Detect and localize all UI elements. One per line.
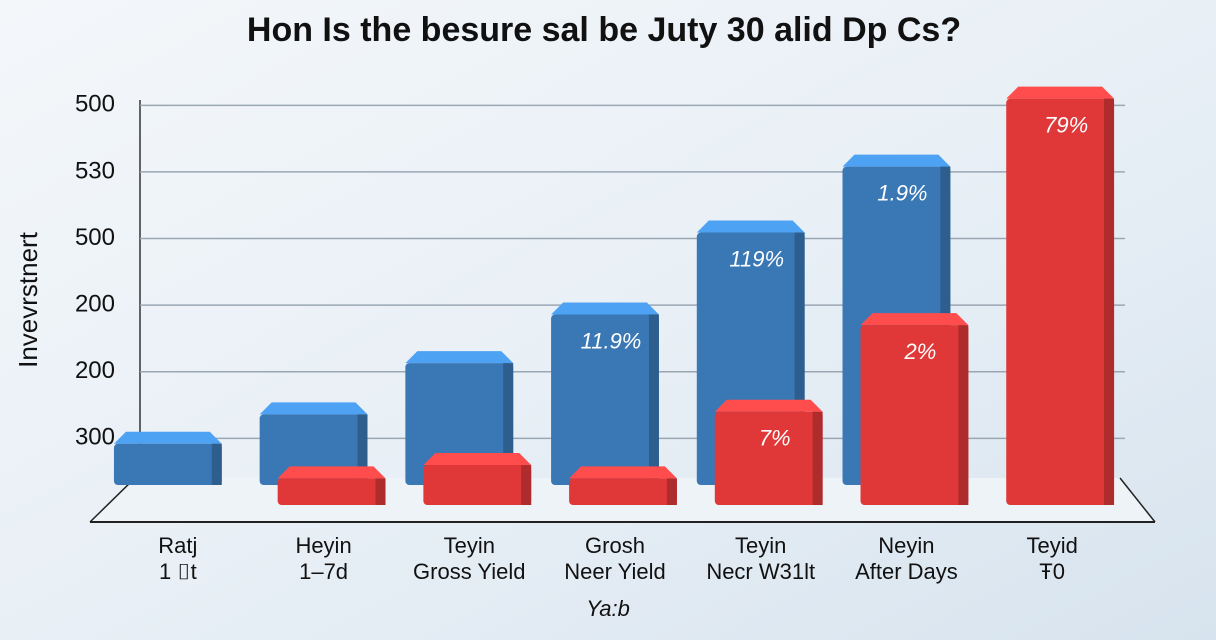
bar-top	[860, 313, 969, 326]
bar-top	[423, 453, 532, 466]
bar-top	[113, 431, 222, 444]
data-label: 11.9%	[581, 328, 642, 353]
x-tick-label: Neyin	[878, 533, 934, 558]
x-tick-label: Necr W31lt	[706, 559, 815, 584]
bar-shade	[812, 411, 823, 505]
x-tick-label: Ratj	[158, 533, 197, 558]
x-tick-label: 1–7d	[299, 559, 348, 584]
bar	[714, 411, 823, 505]
y-tick-label: 300	[75, 424, 115, 451]
bar-top	[551, 302, 659, 315]
x-tick-label: Teyin	[444, 533, 495, 558]
x-tick-label: Teyid	[1026, 533, 1077, 558]
bar	[113, 443, 222, 485]
y-tick-label: 200	[75, 291, 115, 318]
bar	[860, 325, 969, 505]
x-tick-label: 1 ⌷t	[159, 559, 197, 584]
x-tick-label: Grosh	[585, 533, 645, 558]
bar-top	[569, 466, 677, 479]
x-tick-label: Neer Yield	[564, 559, 666, 584]
data-label: 7%	[759, 426, 791, 451]
bar	[1006, 98, 1115, 506]
x-tick-label: Teyin	[735, 533, 786, 558]
bar-top	[277, 466, 386, 479]
x-tick-label: After Days	[855, 559, 958, 584]
data-label: 79%	[1044, 112, 1088, 137]
data-label: 1.9%	[877, 180, 927, 205]
bar-shade	[211, 443, 222, 485]
x-tick-label: Gross Yield	[413, 559, 526, 584]
y-tick-label: 200	[75, 357, 115, 384]
bar-top	[1006, 86, 1115, 99]
bar-top	[842, 154, 951, 167]
y-tick-label: 500	[75, 224, 115, 251]
bar-top	[259, 402, 368, 415]
floor-left-edge	[89, 477, 136, 523]
bar-shade	[666, 478, 677, 505]
bar	[277, 478, 386, 505]
bar	[551, 314, 659, 485]
bar	[423, 465, 532, 505]
bar	[569, 478, 677, 505]
bar-top	[696, 220, 805, 233]
y-tick-label: 530	[75, 157, 115, 184]
bar-shade	[794, 232, 805, 485]
x-tick-label: Ŧ0	[1039, 559, 1065, 584]
bar-shade	[375, 478, 386, 505]
chart-title: Hon Is the besure sal be Juty 30 alid Dp…	[247, 11, 961, 49]
x-axis-label: Ya:b	[586, 596, 630, 621]
bar-shade	[958, 325, 969, 505]
y-axis-label: Invevrstnert	[13, 231, 43, 368]
y-tick-label: 500	[75, 91, 115, 118]
bar-top	[405, 351, 514, 364]
bar-shade	[648, 314, 659, 485]
data-label: 2%	[904, 339, 937, 364]
bar-top	[714, 399, 823, 412]
floor-right-edge	[1119, 477, 1156, 523]
data-label: 119%	[729, 246, 784, 271]
x-tick-label: Heyin	[295, 533, 351, 558]
bar-shade	[503, 363, 514, 485]
bar-shade	[521, 465, 532, 505]
bar-shade	[357, 414, 368, 485]
bar-shade	[1104, 98, 1115, 506]
